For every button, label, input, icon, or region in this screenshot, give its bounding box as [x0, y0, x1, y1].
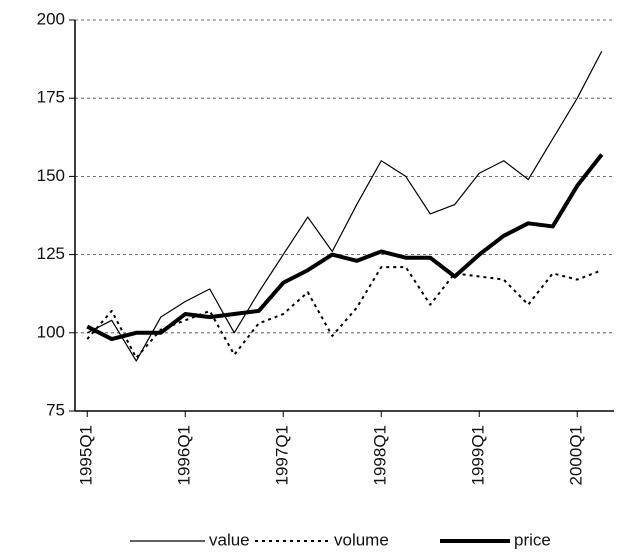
y-tick-label: 125 — [37, 244, 65, 263]
y-tick-label: 200 — [37, 9, 65, 28]
x-tick-label: 2000Q1 — [567, 425, 586, 486]
legend-label: volume — [334, 530, 389, 549]
series-line — [86, 153, 604, 342]
legend-label: price — [514, 530, 551, 549]
series-line — [86, 51, 603, 362]
x-tick-label: 1996Q1 — [175, 425, 194, 486]
series-line — [86, 266, 603, 359]
y-tick-label: 100 — [37, 322, 65, 341]
x-tick-label: 1998Q1 — [371, 425, 390, 486]
y-tick-label: 75 — [46, 400, 65, 419]
y-tick-label: 150 — [37, 166, 65, 185]
x-tick-label: 1997Q1 — [273, 425, 292, 486]
x-tick-label: 1995Q1 — [77, 425, 96, 486]
y-tick-label: 175 — [37, 88, 65, 107]
legend-label: value — [209, 530, 250, 549]
x-tick-label: 1999Q1 — [469, 425, 488, 486]
